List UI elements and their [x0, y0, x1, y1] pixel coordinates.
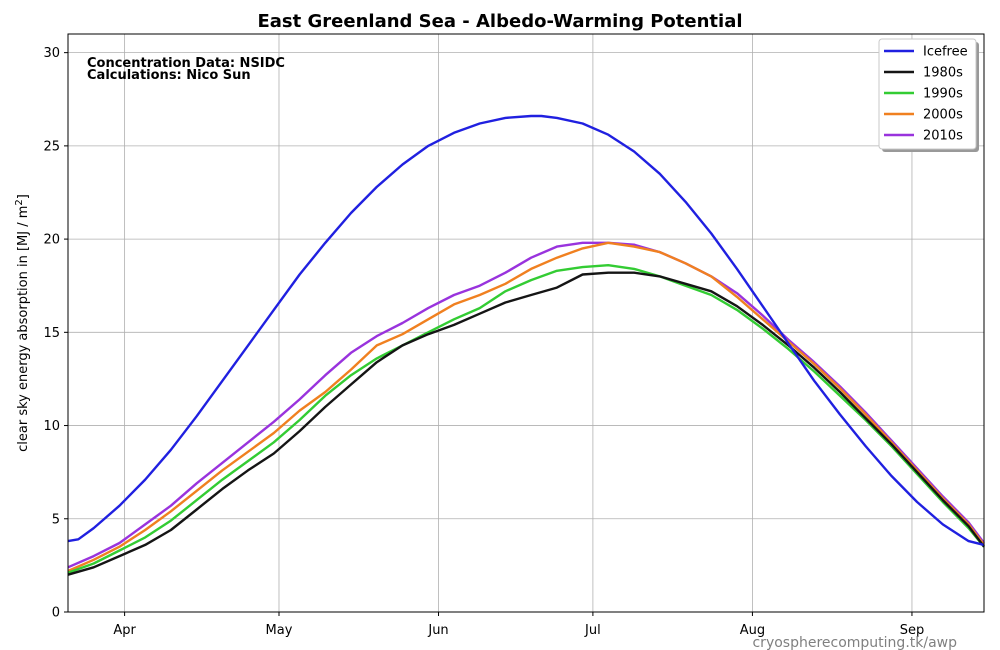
series-line-1980s — [67, 271, 985, 576]
legend-label-2000s: 2000s — [923, 108, 963, 123]
y-tick-label: 30 — [43, 46, 60, 61]
y-tick-label: 15 — [43, 326, 60, 341]
legend-label-2010s: 2010s — [923, 129, 963, 144]
legend-label-1980s: 1980s — [923, 66, 963, 81]
series-lines — [67, 114, 985, 576]
annotation-calculations: Calculations: Nico Sun — [87, 68, 251, 83]
credit-text: cryospherecomputing.tk/awp — [752, 635, 957, 650]
x-axis: Apr May Jun Jul Aug Sep — [113, 612, 924, 638]
x-tick-label: Aug — [740, 623, 765, 638]
y-tick-label: 10 — [43, 419, 60, 434]
plot-frame — [67, 33, 985, 613]
series-line-icefree — [67, 114, 985, 547]
series-line-2000s — [67, 241, 985, 573]
legend: Icefree 1980s 1990s 2000s 2010s — [878, 38, 979, 152]
x-tick-label: Apr — [113, 623, 136, 638]
y-axis-label: clear sky energy absorption in [MJ / m2] — [14, 194, 31, 452]
x-tick-label: Jul — [584, 623, 601, 638]
y-tick-label: 0 — [52, 606, 60, 621]
y-axis: 0 5 10 15 20 25 30 — [43, 46, 68, 621]
chart-title: East Greenland Sea - Albedo-Warming Pote… — [257, 11, 742, 32]
y-tick-label: 5 — [52, 512, 60, 527]
y-tick-label: 20 — [43, 233, 60, 248]
x-tick-label: May — [266, 623, 293, 638]
legend-label-icefree: Icefree — [923, 45, 968, 60]
grid — [68, 34, 984, 613]
legend-box — [878, 38, 977, 150]
x-tick-label: Sep — [900, 623, 925, 638]
x-tick-label: Jun — [427, 623, 448, 638]
legend-label-1990s: 1990s — [923, 87, 963, 102]
series-line-2010s — [67, 241, 985, 569]
annotation-concentration: Concentration Data: NSIDC — [87, 56, 285, 71]
series-line-1990s — [67, 264, 985, 574]
y-tick-label: 25 — [43, 139, 60, 154]
